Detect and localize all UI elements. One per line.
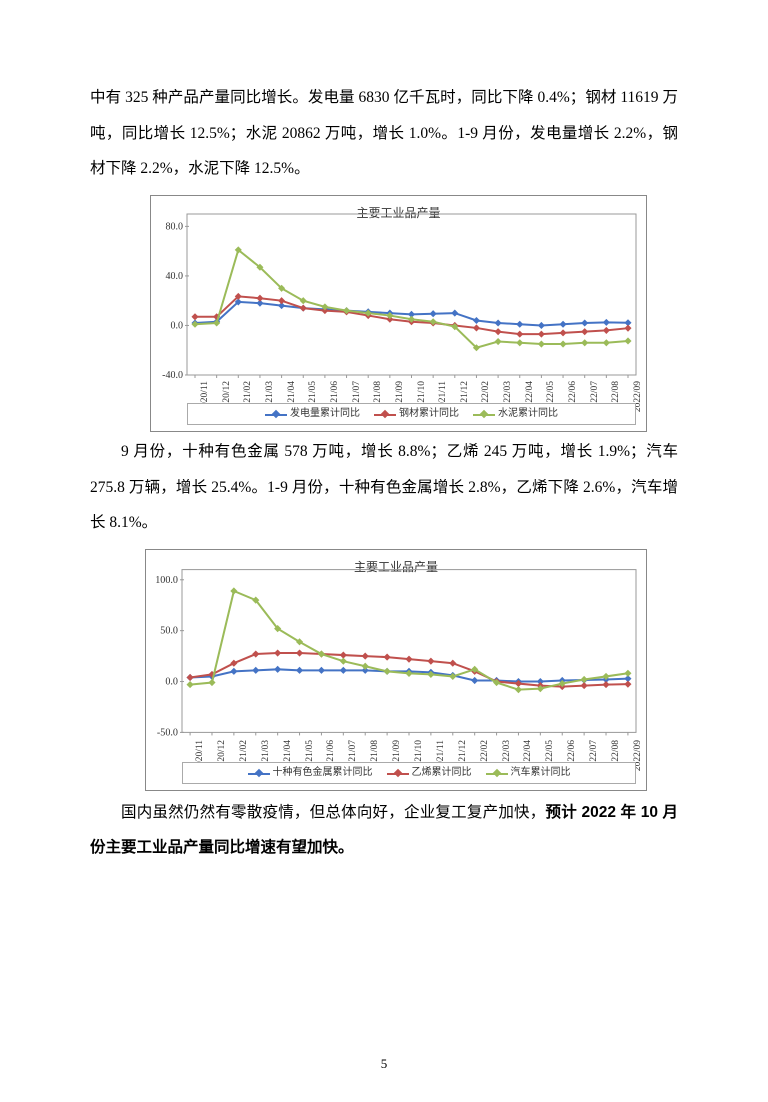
page-number: 5 [0,1056,768,1072]
chart-2: 主要工业品产量 -50.00.050.0100.0 2020/112020/12… [145,549,647,791]
chart-1-xaxis: 2020/112020/122021/022021/032021/042021/… [187,377,636,403]
chart-2-xaxis: 2020/112020/122021/022021/032021/042021/… [182,736,636,762]
svg-text:0.0: 0.0 [171,320,184,331]
svg-text:50.0: 50.0 [160,626,178,637]
chart-2-legend: 十种有色金属累计同比乙烯累计同比汽车累计同比 [182,762,636,784]
svg-text:40.0: 40.0 [166,271,184,282]
svg-text:100.0: 100.0 [155,575,178,586]
paragraph-3: 国内虽然仍然有零散疫情，但总体向好，企业复工复产加快，预计 2022 年 10 … [90,795,678,866]
svg-text:-50.0: -50.0 [157,727,178,738]
chart-2-plot: -50.00.050.0100.0 [182,568,636,734]
chart-1-legend: 发电量累计同比钢材累计同比水泥累计同比 [187,403,636,425]
document-page: 中有 325 种产品产量同比增长。发电量 6830 亿千瓦时，同比下降 0.4%… [0,0,768,912]
paragraph-2: 9 月份，十种有色金属 578 万吨，增长 8.8%；乙烯 245 万吨，增长 … [90,434,678,541]
svg-text:80.0: 80.0 [166,221,184,232]
paragraph-3a: 国内虽然仍然有零散疫情，但总体向好，企业复工复产加快， [121,804,545,821]
paragraph-1: 中有 325 种产品产量同比增长。发电量 6830 亿千瓦时，同比下降 0.4%… [90,80,678,187]
svg-text:0.0: 0.0 [165,676,178,687]
svg-text:-40.0: -40.0 [162,370,183,381]
chart-1: 主要工业品产量 -40.00.040.080.0 2020/112020/122… [150,195,647,432]
chart-1-plot: -40.00.040.080.0 [187,214,636,375]
